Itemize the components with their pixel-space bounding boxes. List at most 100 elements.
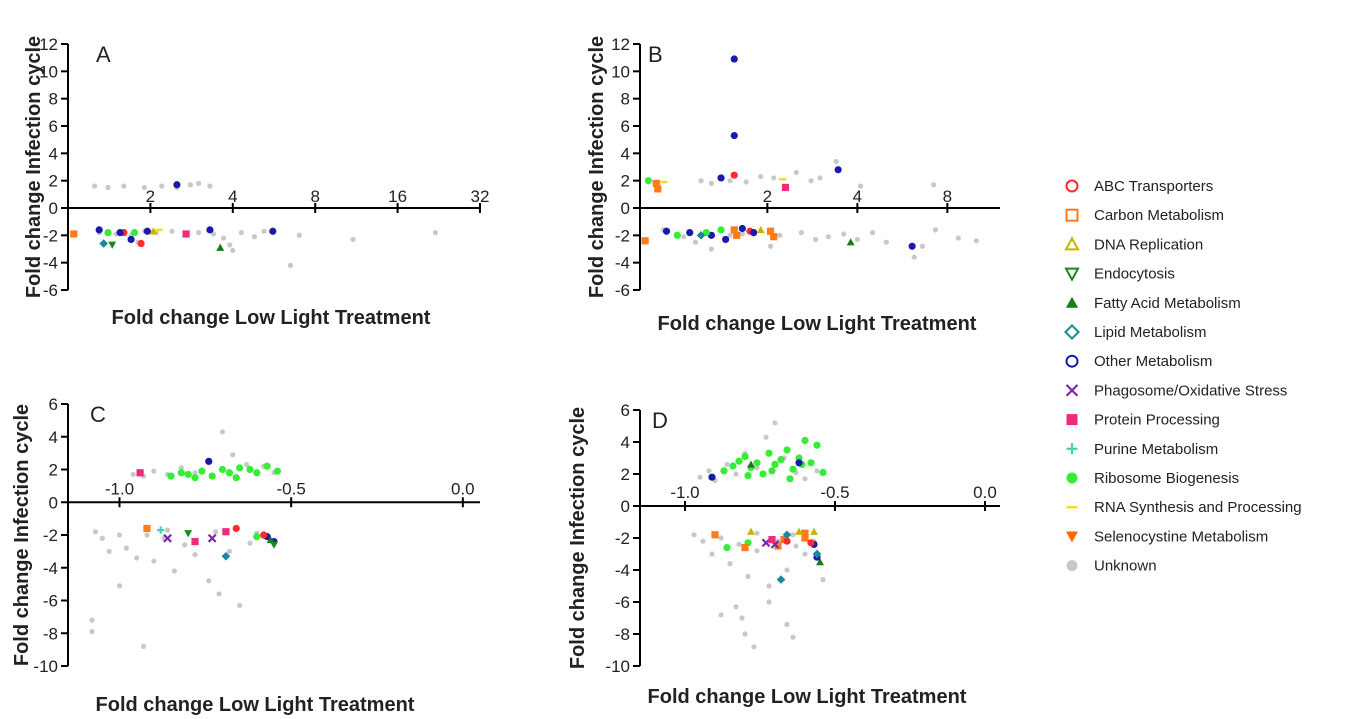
data-point [143, 524, 151, 533]
data-point [232, 524, 240, 533]
data-point [143, 227, 151, 235]
panel-label: D [652, 408, 668, 433]
y-tick-label: -8 [615, 625, 630, 644]
phagosome-oxidative-stress-marker-icon [1065, 384, 1079, 397]
legend-item-endocytosis: Endocytosis [1064, 266, 1175, 283]
legend-label: Fatty Acid Metabolism [1094, 295, 1241, 312]
legend-item-dna-replication: DNA Replication [1064, 236, 1203, 253]
legend-label: Lipid Metabolism [1094, 324, 1207, 341]
data-point [206, 226, 214, 234]
data-point [739, 231, 745, 237]
data-point [164, 527, 171, 533]
data-point [702, 229, 710, 237]
series-other-metabolism [95, 181, 277, 244]
data-point [218, 465, 227, 474]
data-point [116, 532, 123, 538]
data-point [777, 456, 785, 464]
series-endocytosis [184, 530, 278, 549]
series-carbon-metabolism [143, 524, 151, 533]
x-tick-label: -1.0 [105, 479, 134, 498]
data-point [182, 230, 190, 238]
y-axis-label: Fold change Infection cycle [586, 36, 608, 298]
series-abc-transporters [232, 524, 268, 539]
data-point [220, 235, 227, 241]
data-point [717, 226, 725, 234]
x-tick-label: 8 [310, 187, 319, 206]
data-point [216, 243, 225, 251]
y-tick-label: -6 [43, 281, 58, 300]
x-axis-label: Fold change Low Light Treatment [648, 686, 967, 708]
data-point [89, 617, 95, 623]
legend-label: Carbon Metabolism [1094, 207, 1224, 224]
y-tick-label: 6 [621, 401, 630, 420]
legend-item-protein-processing: Protein Processing [1066, 412, 1220, 429]
data-point [127, 235, 135, 244]
selenocystine-metabolism-marker-icon [1065, 531, 1079, 543]
data-point [739, 615, 745, 621]
data-point [857, 183, 864, 189]
data-point [116, 583, 123, 589]
data-point [727, 178, 733, 184]
data-point [130, 229, 139, 237]
y-tick-label: 2 [621, 172, 630, 191]
legend-item-unknown: Unknown [1066, 558, 1157, 575]
legend-label: Endocytosis [1094, 266, 1175, 283]
panel-b: -6 -4 -2 0 2 4 6 8 10 12 2 4 8 B Fold change Infection… [586, 35, 1000, 335]
abc-transporters-marker-icon [1065, 179, 1079, 193]
data-point [191, 474, 199, 482]
data-point [908, 242, 916, 250]
y-tick-label: 4 [621, 433, 630, 452]
data-point [721, 235, 730, 244]
data-point [134, 555, 140, 561]
data-point [730, 131, 738, 140]
y-tick-label: 6 [49, 395, 58, 414]
data-point [652, 179, 660, 187]
y-tick-label: 8 [49, 90, 58, 109]
legend-item-ribosome-biogenesis: Ribosome Biogenesis [1066, 470, 1239, 487]
series-carbon-metabolism [70, 230, 78, 238]
data-point [750, 229, 758, 237]
data-point [932, 227, 939, 233]
series-protein-processing [182, 230, 190, 238]
data-point [819, 468, 827, 476]
protein-processing-marker-icon [1066, 414, 1078, 426]
data-point [766, 599, 772, 605]
data-point [137, 239, 145, 248]
data-point [854, 236, 860, 243]
series-ribosome-biogenesis [644, 177, 725, 239]
series-lipid-metabolism [99, 239, 108, 248]
data-point [747, 460, 755, 468]
data-point [287, 262, 294, 268]
y-tick-label: -8 [43, 624, 58, 643]
data-point [883, 239, 889, 245]
y-tick-label: 12 [39, 35, 58, 54]
y-tick-label: -2 [615, 226, 630, 245]
data-point [187, 182, 193, 188]
data-point [744, 472, 752, 480]
data-point [795, 527, 803, 535]
data-point [177, 469, 185, 477]
data-point [766, 583, 772, 589]
y-tick-label: 6 [49, 117, 58, 136]
data-point [227, 242, 233, 248]
y-tick-label: 4 [49, 428, 58, 447]
y-tick-label: -2 [615, 529, 630, 548]
data-point [727, 561, 733, 567]
data-point [772, 420, 778, 426]
purine-metabolism-marker-icon [1066, 443, 1078, 455]
data-point [816, 558, 824, 566]
y-tick-label: -4 [43, 254, 58, 273]
series-fatty-acid-metabolism [846, 238, 855, 246]
x-tick-label: 0.0 [451, 479, 475, 498]
data-point [782, 530, 792, 540]
legend-label: Ribosome Biogenesis [1094, 470, 1239, 487]
data-point [802, 476, 808, 482]
data-point [727, 232, 733, 238]
data-point [747, 527, 755, 535]
data-point [169, 228, 175, 234]
data-point [955, 235, 961, 241]
data-point [196, 180, 202, 186]
data-point [738, 224, 746, 233]
data-point [801, 529, 809, 537]
data-point [686, 229, 694, 237]
